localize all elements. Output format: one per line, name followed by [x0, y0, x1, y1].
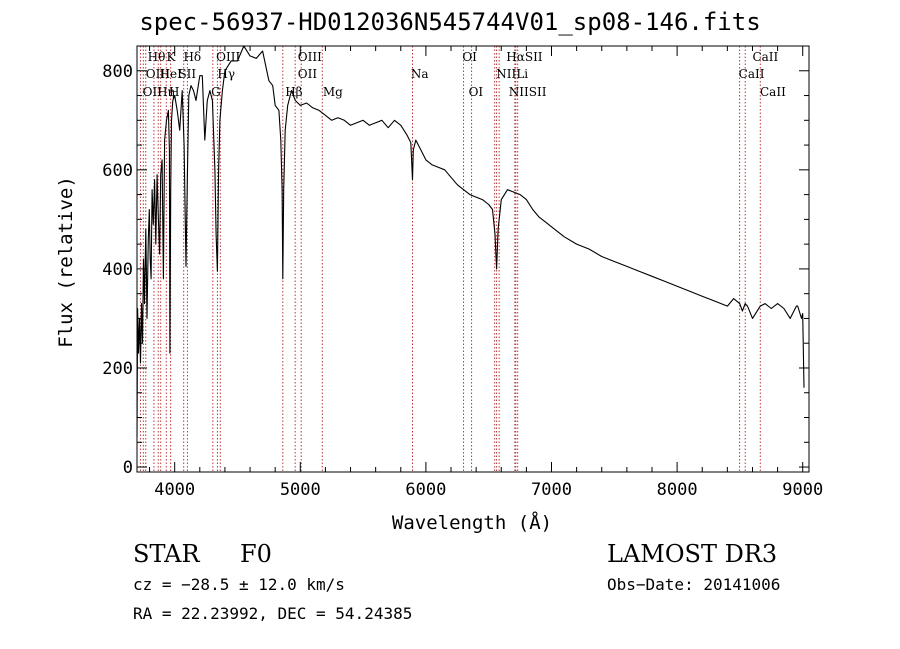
x-tick-label-8000: 8000: [657, 480, 698, 500]
line-label-18: Hη: [157, 85, 175, 99]
spectral-subclass: F0: [240, 540, 272, 568]
object-class: STAR: [133, 540, 200, 568]
y-tick-label-600: 600: [102, 161, 133, 181]
x-axis-label: Wavelength (Å): [392, 511, 552, 534]
line-label-0: Hθ: [148, 50, 166, 64]
chart-title: spec-56937-HD012036N545744V01_sp08-146.f…: [139, 8, 761, 36]
line-label-8: OIII: [146, 67, 170, 81]
line-label-15: Li: [516, 67, 528, 81]
line-label-23: OI: [469, 85, 484, 99]
coordinates: RA = 22.23992, DEC = 54.24385: [133, 604, 413, 623]
spectrum-line-0: [136, 45, 805, 438]
line-label-10: SII: [178, 67, 196, 81]
spectrum-series: [136, 45, 805, 438]
line-label-11: Hγ: [217, 67, 235, 81]
line-label-25: CaII: [760, 85, 786, 99]
x-tick-label-7000: 7000: [531, 480, 572, 500]
line-label-16: CaII: [739, 67, 765, 81]
plot-axes: 4000 5000 6000 7000 8000 9000 0 200 400 600 800: [102, 45, 823, 500]
line-label-1: K: [167, 50, 177, 64]
x-tick-label-5000: 5000: [280, 480, 321, 500]
line-label-9: HeI: [160, 67, 183, 81]
x-tick-label-6000: 6000: [405, 480, 446, 500]
line-label-4: OIII: [298, 50, 322, 64]
line-label-6: HαSII: [506, 50, 543, 64]
line-label-20: G: [211, 85, 221, 99]
line-label-3: OIII: [216, 50, 240, 64]
line-label-12: OII: [298, 67, 318, 81]
plot-frame: [136, 45, 810, 473]
line-label-17: OII: [143, 85, 163, 99]
line-label-7: CaII: [752, 50, 778, 64]
redshift-value: cz = −28.5 ± 12.0 km/s: [133, 575, 345, 594]
line-label-19: H: [169, 85, 179, 99]
line-label-22: Mg: [323, 85, 343, 99]
line-label-5: OI: [462, 50, 477, 64]
y-tick-label-400: 400: [102, 260, 133, 280]
line-label-2: Hδ: [183, 50, 201, 64]
line-label-13: Na: [411, 67, 429, 81]
y-axis-label: Flux (relative): [55, 176, 77, 348]
line-label-24: NIISII: [509, 85, 547, 99]
line-label-14: NII: [496, 67, 516, 81]
spectral-line-markers: [139, 46, 761, 472]
observation-date: Obs−Date: 20141006: [607, 575, 781, 594]
x-tick-label-4000: 4000: [154, 480, 195, 500]
y-tick-label-800: 800: [102, 62, 133, 82]
y-tick-label-200: 200: [102, 359, 133, 379]
x-tick-label-9000: 9000: [782, 480, 823, 500]
line-label-21: Hβ: [285, 85, 302, 99]
y-tick-label-0: 0: [123, 458, 133, 478]
survey-name: LAMOST DR3: [607, 540, 778, 568]
